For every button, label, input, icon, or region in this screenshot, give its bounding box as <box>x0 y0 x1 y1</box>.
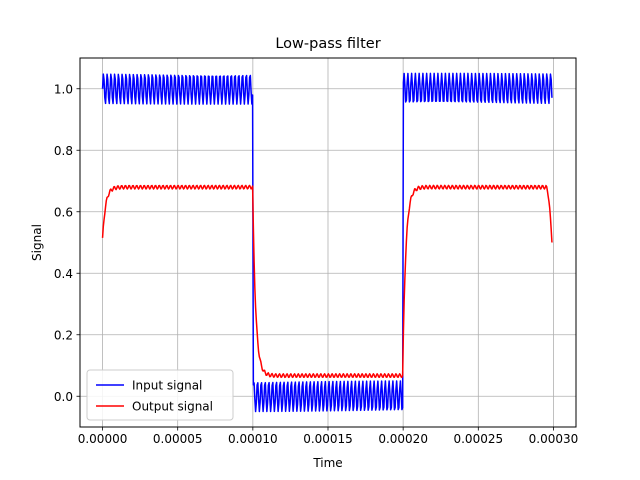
x-tick-label: 0.00005 <box>153 432 203 446</box>
x-axis-label: Time <box>312 456 342 470</box>
x-axis: 0.00000 0.00005 0.00010 0.00015 0.00020 0.000… <box>78 427 579 446</box>
y-axis-label: Signal <box>30 224 44 261</box>
series-line-input-signal <box>101 72 553 413</box>
legend: Input signal Output signal <box>86 369 234 421</box>
series-layer <box>101 72 553 413</box>
x-tick-label: 0.00015 <box>303 432 353 446</box>
legend-label: Input signal <box>132 379 202 393</box>
x-tick-label: 0.00010 <box>228 432 278 446</box>
y-tick-label: 1.0 <box>54 82 73 96</box>
x-tick-label: 0.00000 <box>78 432 128 446</box>
y-tick-label: 0.4 <box>54 267 73 281</box>
series-line-output-signal <box>101 184 553 379</box>
y-tick-label: 0.8 <box>54 144 73 158</box>
y-tick-label: 0.6 <box>54 205 73 219</box>
y-tick-label: 0.2 <box>54 328 73 342</box>
chart-title: Low-pass filter <box>275 36 380 52</box>
legend-box <box>86 369 234 421</box>
y-tick-label: 0.0 <box>54 390 73 404</box>
y-axis: 0.0 0.2 0.4 0.6 0.8 1.0 <box>54 82 80 404</box>
legend-label: Output signal <box>132 400 213 414</box>
x-tick-label: 0.00025 <box>453 432 503 446</box>
x-tick-label: 0.00020 <box>378 432 428 446</box>
x-tick-label: 0.00030 <box>529 432 579 446</box>
